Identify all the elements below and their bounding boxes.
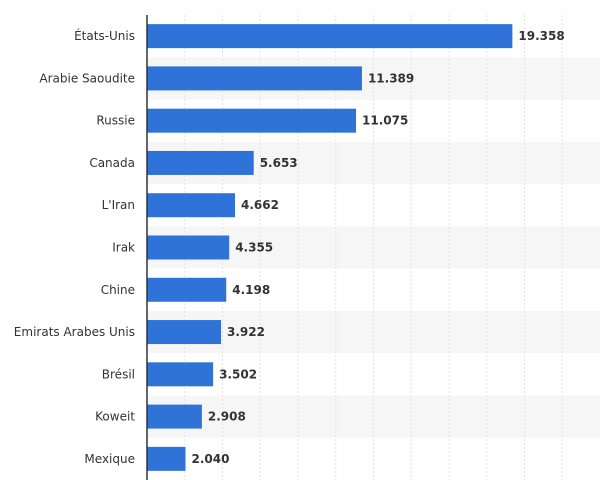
- category-label: Koweit: [95, 410, 135, 424]
- bar: [147, 24, 513, 49]
- category-label: Irak: [112, 241, 135, 255]
- value-label: 4.355: [235, 241, 273, 255]
- category-labels: États-Unis Arabie Saoudite Russie Canada L'I…: [14, 28, 135, 466]
- value-label: 2.040: [192, 452, 230, 466]
- value-labels: 19.358 11.389 11.075 5.653 4.662 4.355 4.198 3.…: [192, 29, 565, 466]
- bar: [147, 66, 362, 91]
- category-label: Arabie Saoudite: [39, 71, 135, 85]
- category-label: Emirats Arabes Unis: [14, 325, 135, 339]
- category-label: L'Iran: [102, 198, 135, 212]
- category-label: Mexique: [84, 452, 135, 466]
- value-label: 11.075: [362, 114, 408, 128]
- bar: [147, 320, 222, 345]
- value-label: 19.358: [518, 29, 564, 43]
- bar: [147, 362, 214, 387]
- value-label: 2.908: [208, 410, 246, 424]
- category-label: Russie: [96, 114, 135, 128]
- value-label: 4.662: [241, 198, 279, 212]
- value-label: 4.198: [232, 283, 270, 297]
- bar: [147, 446, 186, 471]
- value-label: 5.653: [260, 156, 298, 170]
- category-label: Brésil: [102, 367, 135, 381]
- bar: [147, 277, 227, 302]
- bar: [147, 404, 202, 429]
- category-label: Chine: [101, 283, 135, 297]
- category-label: États-Unis: [74, 28, 135, 43]
- value-label: 11.389: [368, 71, 414, 85]
- bar: [147, 150, 254, 175]
- bar: [147, 108, 357, 133]
- bars: [147, 24, 513, 471]
- category-label: Canada: [89, 156, 135, 170]
- value-label: 3.922: [227, 325, 265, 339]
- bar: [147, 193, 235, 218]
- bar: [147, 235, 230, 260]
- value-label: 3.502: [219, 367, 257, 381]
